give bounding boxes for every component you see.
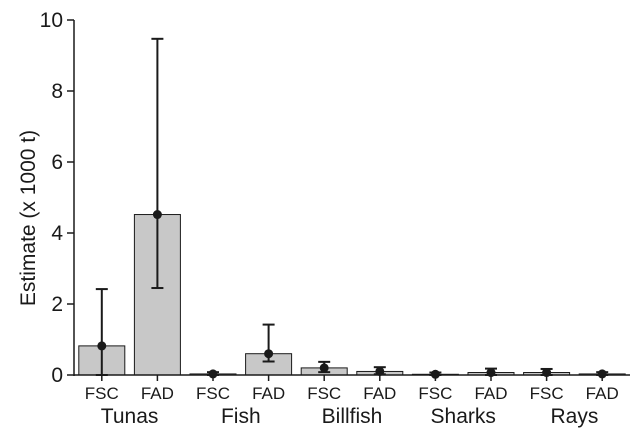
x-tick-label: FSC xyxy=(85,384,119,403)
y-tick-label: 10 xyxy=(40,9,63,32)
group-label: Tunas xyxy=(101,405,159,428)
point-estimate xyxy=(597,369,607,379)
y-tick-label: 8 xyxy=(51,80,63,103)
point-estimate xyxy=(152,210,162,220)
y-tick-label: 4 xyxy=(51,222,63,245)
plot-area xyxy=(78,37,626,379)
x-axis: FSC FAD FSC FAD FSC FAD FSC FAD FSC FAD Tunas Fish B… xyxy=(74,374,630,428)
group-label: Fish xyxy=(221,405,261,428)
x-tick-label: FAD xyxy=(586,384,619,403)
y-axis: 0 2 4 6 8 10 xyxy=(40,9,75,387)
group-label: Billfish xyxy=(322,405,383,428)
point-estimate xyxy=(319,363,329,373)
x-tick-label: FAD xyxy=(252,384,285,403)
x-tick-label: FAD xyxy=(474,384,507,403)
x-tick-label: FSC xyxy=(530,384,564,403)
x-tick-label: FSC xyxy=(196,384,230,403)
x-tick-label: FAD xyxy=(141,384,174,403)
point-estimate xyxy=(375,366,385,376)
group-label: Sharks xyxy=(431,405,496,428)
group-label: Rays xyxy=(550,405,598,428)
point-estimate xyxy=(264,349,274,359)
point-estimate xyxy=(97,341,107,351)
x-tick-label: FSC xyxy=(418,384,452,403)
y-tick-label: 6 xyxy=(51,151,63,174)
y-tick-label: 0 xyxy=(51,364,63,387)
y-tick-label: 2 xyxy=(51,293,63,316)
x-tick-label: FSC xyxy=(307,384,341,403)
point-estimate xyxy=(208,369,218,379)
x-tick-label: FAD xyxy=(363,384,396,403)
y-axis-label: Estimate (x 1000 t) xyxy=(17,130,40,306)
